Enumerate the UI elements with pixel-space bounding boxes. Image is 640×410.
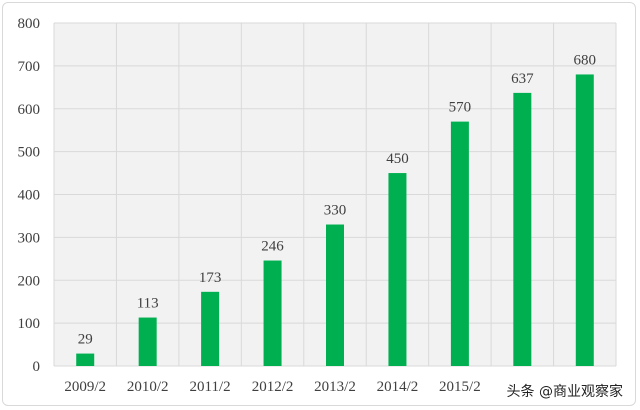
x-tick-label: 2015/2 [439, 379, 481, 395]
x-tick-label: 2010/2 [127, 379, 169, 395]
bar [201, 291, 220, 366]
bar-value-label: 570 [449, 100, 472, 116]
bar [263, 260, 282, 366]
bar [76, 353, 95, 366]
bar-value-label: 29 [78, 332, 93, 348]
y-tick-label: 0 [33, 359, 41, 375]
y-tick-label: 600 [18, 102, 41, 118]
bar-value-label: 637 [511, 71, 534, 87]
bar-value-label: 173 [199, 270, 222, 286]
bar [575, 74, 594, 366]
x-tick-label: 2009/2 [64, 379, 106, 395]
y-tick-label: 200 [18, 273, 41, 289]
x-tick-label: 2011/2 [190, 379, 231, 395]
y-tick-label: 300 [18, 230, 41, 246]
y-tick-label: 100 [18, 316, 41, 332]
y-tick-label: 400 [18, 188, 41, 204]
y-tick-label: 800 [18, 16, 41, 32]
x-tick-label: 2012/2 [252, 379, 294, 395]
bar [388, 173, 407, 366]
watermark-text: 头条 @商业观察家 [503, 380, 626, 402]
bar-value-label: 680 [574, 52, 597, 68]
bar-value-label: 450 [386, 151, 409, 167]
x-tick-label: 2014/2 [377, 379, 419, 395]
y-tick-label: 500 [18, 145, 41, 161]
bar-value-label: 330 [324, 203, 347, 219]
bar [326, 224, 344, 366]
chart-frame [2, 2, 636, 406]
bar-value-label: 246 [261, 239, 284, 255]
bar [513, 92, 532, 366]
x-tick-label: 2013/2 [314, 379, 356, 395]
y-tick-label: 700 [18, 59, 41, 75]
bar [450, 121, 469, 366]
bar-value-label: 113 [137, 296, 159, 312]
bar [138, 317, 157, 366]
